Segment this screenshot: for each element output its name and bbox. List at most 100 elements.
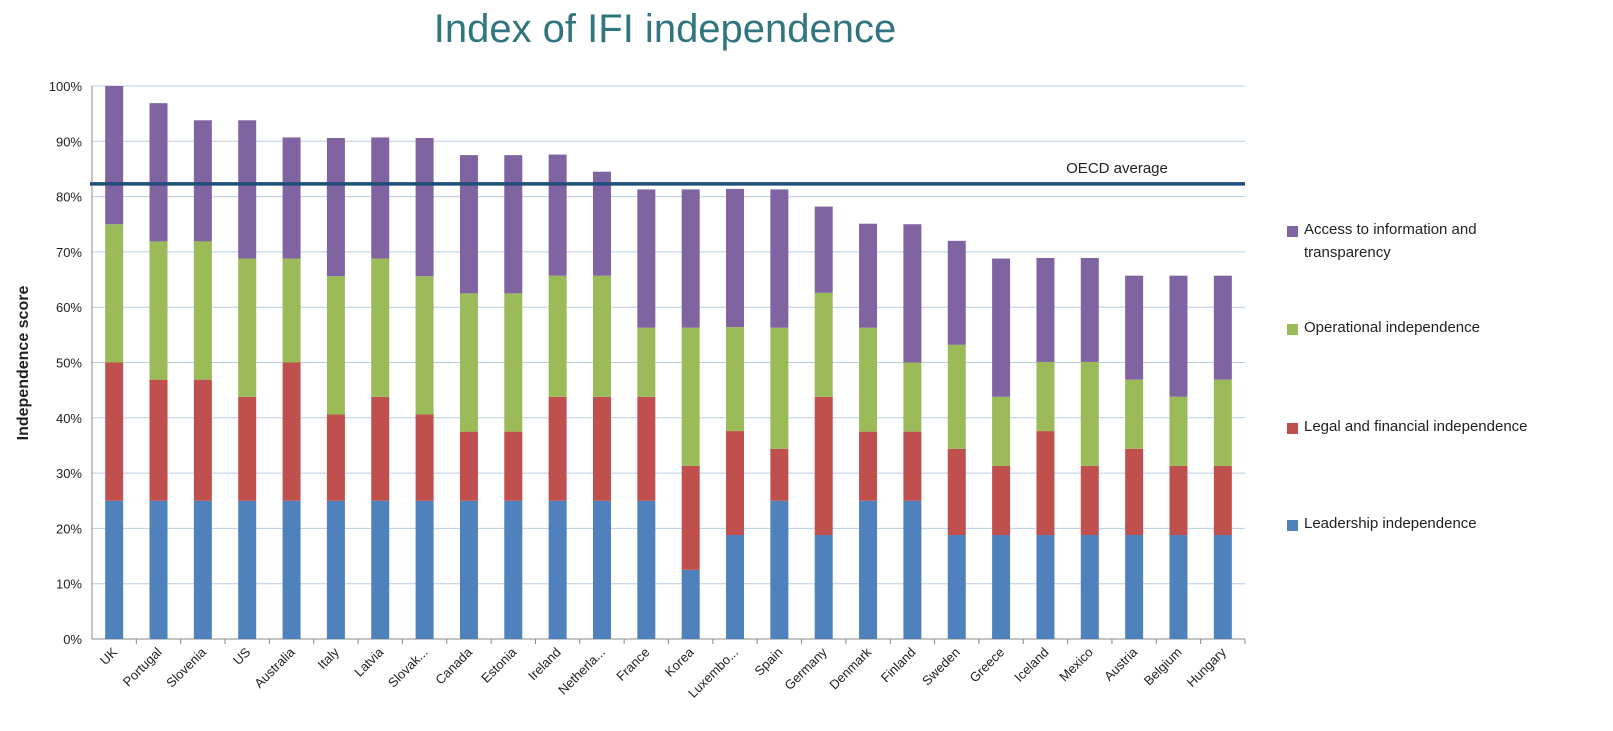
bar-segment bbox=[504, 500, 523, 639]
bar-segment bbox=[681, 327, 700, 466]
bar-segment bbox=[770, 448, 789, 501]
bar-segment bbox=[282, 500, 301, 639]
bar-segment bbox=[548, 154, 567, 276]
legend-label: Leadership independence bbox=[1304, 515, 1477, 532]
y-tick-label: 60% bbox=[56, 300, 82, 315]
bar-segment bbox=[282, 137, 301, 259]
bar-segment bbox=[459, 431, 478, 501]
bar-segment bbox=[326, 414, 345, 501]
bar-segment bbox=[947, 344, 966, 449]
legend-item: Leadership independence bbox=[1287, 515, 1574, 535]
bar-segment bbox=[1036, 535, 1055, 639]
x-tick-label: US bbox=[230, 644, 254, 668]
x-tick-label: Belgium bbox=[1141, 645, 1185, 689]
bar-segment bbox=[1036, 361, 1055, 432]
bar-segment bbox=[1169, 396, 1188, 466]
bar-segment bbox=[637, 327, 656, 397]
bar-segment bbox=[903, 224, 922, 363]
bar-segment bbox=[814, 535, 833, 639]
bar-segment bbox=[814, 206, 833, 293]
y-tick-label: 0% bbox=[63, 632, 82, 647]
bar-segment bbox=[592, 171, 611, 276]
y-tick-label: 40% bbox=[56, 411, 82, 426]
bar-segment bbox=[1169, 535, 1188, 639]
x-tick-label: Australia bbox=[251, 644, 298, 691]
bar-segment bbox=[238, 396, 257, 501]
bar-segment bbox=[1080, 257, 1099, 362]
bar-segment bbox=[504, 431, 523, 501]
x-tick-label: Latvia bbox=[351, 644, 387, 680]
bar-segment bbox=[326, 276, 345, 415]
legend-label: Access to information and transparency bbox=[1304, 221, 1477, 261]
bar-segment bbox=[504, 155, 523, 294]
bar-segment bbox=[149, 241, 168, 380]
bar-segment bbox=[859, 500, 878, 639]
y-tick-label: 50% bbox=[56, 356, 82, 371]
bar-segment bbox=[371, 137, 390, 259]
bar-segment bbox=[548, 396, 567, 501]
bar-segment bbox=[149, 379, 168, 501]
legend-swatch bbox=[1287, 520, 1298, 531]
x-tick-label: Greece bbox=[966, 645, 1007, 686]
bar-segment bbox=[459, 500, 478, 639]
bar-segment bbox=[770, 327, 789, 449]
x-tick-label: Hungary bbox=[1184, 644, 1230, 690]
bar-segment bbox=[105, 362, 124, 501]
chart-title: Index of IFI independence bbox=[434, 7, 897, 51]
bar-segment bbox=[592, 275, 611, 397]
x-tick-label: Mexico bbox=[1056, 645, 1096, 685]
bar-segment bbox=[459, 155, 478, 294]
bar-segment bbox=[193, 120, 212, 242]
x-tick-label: Italy bbox=[315, 644, 343, 672]
bar-segment bbox=[1213, 535, 1232, 639]
bar-segment bbox=[637, 396, 656, 501]
bar-segment bbox=[548, 275, 567, 397]
x-tick-label: Denmark bbox=[826, 644, 874, 692]
bar-segment bbox=[105, 86, 124, 225]
bar-segment bbox=[1080, 535, 1099, 639]
bar-segment bbox=[282, 258, 301, 363]
bar-segment bbox=[637, 500, 656, 639]
legend-swatch bbox=[1287, 423, 1298, 434]
bar-segment bbox=[903, 431, 922, 501]
x-tick-label: Iceland bbox=[1011, 645, 1051, 685]
x-tick-label: Slovenia bbox=[163, 644, 209, 690]
y-tick-label: 70% bbox=[56, 245, 82, 260]
bar-segment bbox=[326, 500, 345, 639]
bar-segment bbox=[637, 189, 656, 328]
x-tick-label: Ireland bbox=[525, 645, 564, 684]
bar-segment bbox=[415, 137, 434, 277]
bar-segment bbox=[238, 120, 257, 259]
x-tick-label: Korea bbox=[662, 644, 698, 680]
legend-item: Legal and financial independence bbox=[1287, 418, 1574, 438]
bar-segment bbox=[770, 189, 789, 328]
bar-segment bbox=[1080, 361, 1099, 466]
bar-segment bbox=[282, 362, 301, 501]
y-tick-label: 90% bbox=[56, 134, 82, 149]
bar-segment bbox=[903, 500, 922, 639]
bar-segment bbox=[681, 569, 700, 639]
x-tick-label: Finland bbox=[878, 645, 919, 686]
x-tick-label: Canada bbox=[432, 644, 475, 687]
x-tick-label: Spain bbox=[751, 645, 785, 679]
legend-label: Legal and financial independence bbox=[1304, 418, 1528, 435]
legend-swatch bbox=[1287, 324, 1298, 335]
bar-segment bbox=[1213, 465, 1232, 536]
legend-item: Access to information and transparency bbox=[1287, 221, 1519, 264]
y-tick-label: 100% bbox=[49, 79, 83, 94]
y-tick-label: 80% bbox=[56, 190, 82, 205]
bar-segment bbox=[726, 327, 745, 432]
annotation: OECD average bbox=[1066, 160, 1168, 177]
bar-segment bbox=[1125, 275, 1144, 380]
bar-segment bbox=[1125, 448, 1144, 536]
bar-segment bbox=[149, 103, 168, 242]
bar-segment bbox=[193, 241, 212, 380]
bar-segment bbox=[903, 362, 922, 432]
bar-segment bbox=[415, 276, 434, 415]
bar-segment bbox=[1169, 465, 1188, 536]
y-axis-label: Independence score bbox=[15, 286, 32, 441]
bar-segment bbox=[992, 465, 1011, 536]
legend-item: Operational independence bbox=[1287, 319, 1574, 339]
bar-segment bbox=[947, 240, 966, 345]
